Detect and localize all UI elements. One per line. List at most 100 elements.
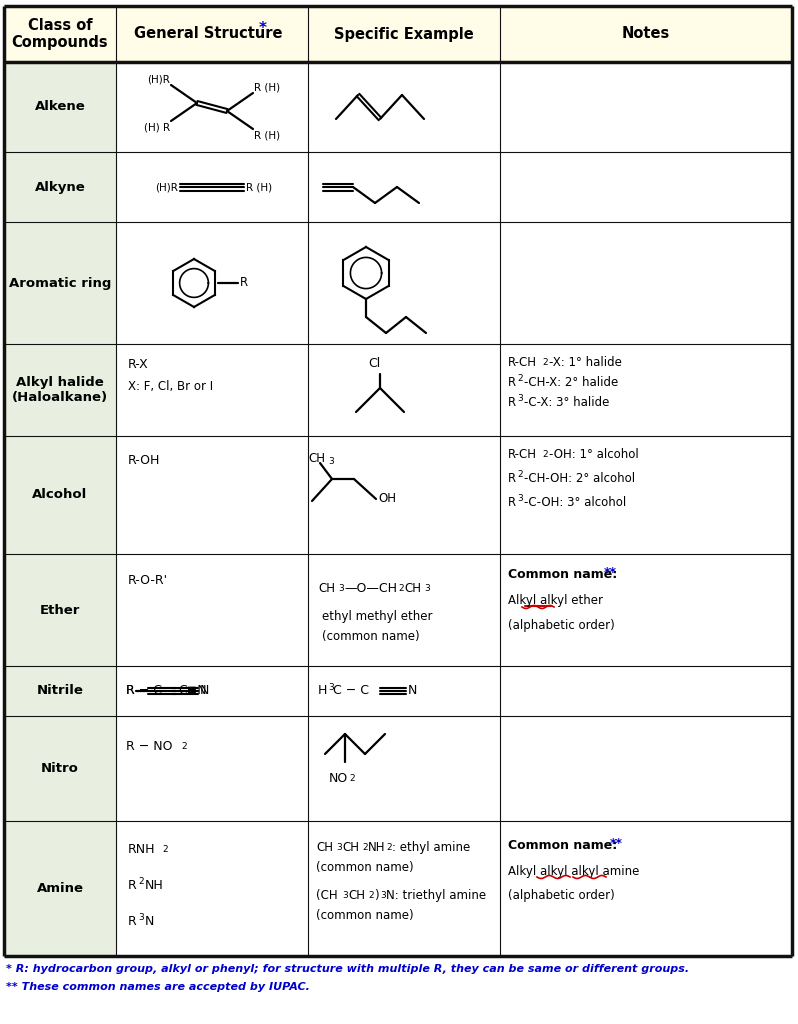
Text: R: R — [508, 496, 516, 509]
Bar — [4, 666, 116, 716]
Bar — [500, 554, 792, 666]
Text: R (H): R (H) — [254, 130, 280, 140]
Text: Common name:: Common name: — [508, 839, 622, 852]
Bar — [308, 62, 500, 152]
Text: -C-OH: 3° alcohol: -C-OH: 3° alcohol — [524, 496, 626, 509]
Text: **: ** — [604, 566, 617, 579]
Text: R: R — [126, 684, 135, 697]
Text: * R: hydrocarbon group, alkyl or phenyl; for structure with multiple R, they can: * R: hydrocarbon group, alkyl or phenyl;… — [6, 964, 689, 974]
Text: 3: 3 — [517, 394, 523, 403]
Bar — [116, 62, 308, 152]
Text: R-O-R': R-O-R' — [128, 574, 168, 587]
Text: Alkyne: Alkyne — [34, 180, 85, 194]
Text: (common name): (common name) — [316, 861, 413, 874]
Text: CH: CH — [316, 841, 333, 854]
Text: R: R — [508, 376, 516, 389]
Text: -CH-OH: 2° alcohol: -CH-OH: 2° alcohol — [524, 472, 635, 485]
Text: 3: 3 — [342, 891, 348, 900]
Bar — [4, 821, 116, 956]
Text: Nitro: Nitro — [41, 762, 79, 775]
Text: Aromatic ring: Aromatic ring — [9, 276, 111, 290]
Bar — [4, 436, 116, 554]
Text: H: H — [318, 684, 327, 697]
Bar — [4, 6, 792, 62]
Bar — [4, 152, 116, 222]
Bar — [4, 554, 116, 666]
Text: 2: 2 — [386, 843, 392, 852]
Text: 3: 3 — [336, 843, 342, 852]
Text: NH: NH — [145, 879, 164, 892]
Bar — [116, 821, 308, 956]
Text: Amine: Amine — [37, 882, 84, 895]
Text: (H)R: (H)R — [147, 74, 170, 84]
Text: R: R — [508, 396, 516, 409]
Bar — [308, 152, 500, 222]
Text: R-CH: R-CH — [508, 449, 537, 461]
Text: Ether: Ether — [40, 603, 80, 616]
Bar — [4, 62, 116, 152]
Text: General Structure: General Structure — [134, 27, 282, 42]
Text: ** These common names are accepted by IUPAC.: ** These common names are accepted by IU… — [6, 982, 310, 992]
Bar — [116, 222, 308, 344]
Text: 3: 3 — [338, 584, 344, 593]
Bar — [4, 716, 116, 821]
Bar — [308, 821, 500, 956]
Text: NH: NH — [368, 841, 385, 854]
Text: 3: 3 — [328, 683, 334, 692]
Text: -C-X: 3° halide: -C-X: 3° halide — [524, 396, 610, 409]
Text: (H) R: (H) R — [144, 122, 170, 132]
Text: *: * — [259, 22, 267, 37]
Text: R − NO: R − NO — [126, 740, 172, 753]
Bar — [116, 344, 308, 436]
Text: 2: 2 — [162, 845, 168, 854]
Text: (CH: (CH — [316, 889, 338, 902]
Text: ethyl methyl ether: ethyl methyl ether — [322, 610, 433, 623]
Text: 3: 3 — [424, 584, 430, 593]
Text: Alcohol: Alcohol — [33, 488, 88, 502]
Text: R: R — [240, 276, 248, 290]
Text: 2: 2 — [542, 358, 547, 367]
Text: Cl: Cl — [368, 357, 380, 370]
Text: 3: 3 — [517, 494, 523, 503]
Text: R-CH: R-CH — [508, 356, 537, 369]
Bar — [500, 666, 792, 716]
Bar — [500, 152, 792, 222]
Text: CH: CH — [318, 582, 335, 595]
Bar — [4, 344, 116, 436]
Text: -CH-X: 2° halide: -CH-X: 2° halide — [524, 376, 618, 389]
Text: 2: 2 — [398, 584, 404, 593]
Text: R (H): R (H) — [254, 82, 280, 92]
Bar — [500, 62, 792, 152]
Text: : ethyl amine: : ethyl amine — [392, 841, 470, 854]
Text: Alkyl alkyl ether: Alkyl alkyl ether — [508, 594, 603, 607]
Text: R: R — [508, 472, 516, 485]
Text: (common name): (common name) — [322, 630, 420, 643]
Text: Alkyl halide
(Haloalkane): Alkyl halide (Haloalkane) — [12, 376, 108, 404]
Bar — [308, 716, 500, 821]
Text: R − C: R − C — [126, 684, 162, 697]
Text: 2: 2 — [368, 891, 373, 900]
Bar — [308, 666, 500, 716]
Text: Alkene: Alkene — [34, 100, 85, 114]
Bar — [500, 222, 792, 344]
Text: 2: 2 — [138, 877, 144, 886]
Text: R-OH: R-OH — [128, 454, 160, 467]
Text: Alkyl alkyl alkyl amine: Alkyl alkyl alkyl amine — [508, 865, 639, 878]
Text: -OH: 1° alcohol: -OH: 1° alcohol — [549, 449, 638, 461]
Text: CH: CH — [308, 453, 325, 466]
Bar — [4, 222, 116, 344]
Text: CH: CH — [348, 889, 365, 902]
Text: 2: 2 — [517, 374, 523, 383]
Text: 3: 3 — [380, 891, 385, 900]
Text: —O—CH: —O—CH — [344, 582, 397, 595]
Text: CH: CH — [404, 582, 421, 595]
Text: (alphabetic order): (alphabetic order) — [508, 618, 614, 632]
Text: Class of
Compounds: Class of Compounds — [12, 17, 109, 50]
Text: ): ) — [374, 889, 378, 902]
Text: C≡N: C≡N — [178, 684, 207, 697]
Text: Notes: Notes — [622, 27, 670, 42]
Bar — [308, 344, 500, 436]
Text: OH: OH — [378, 493, 396, 506]
Text: 2: 2 — [542, 450, 547, 459]
Text: CH: CH — [342, 841, 359, 854]
